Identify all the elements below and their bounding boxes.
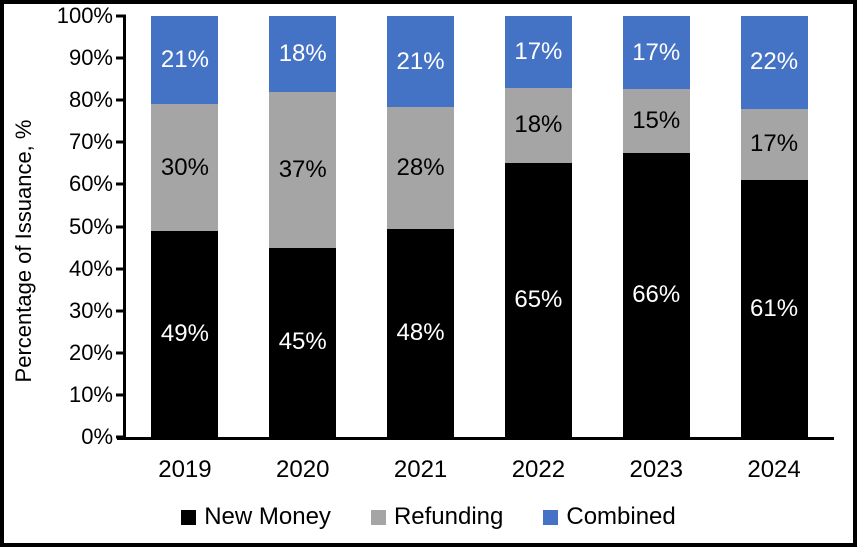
y-tick-mark-60 xyxy=(116,182,126,186)
y-tick-mark-40 xyxy=(116,267,126,271)
bar-column-2023: 66% 15% 17% xyxy=(597,16,715,437)
y-tick-mark-90 xyxy=(116,56,126,60)
y-tick-label-0: 0% xyxy=(81,424,113,449)
y-tick-label-60: 60% xyxy=(68,171,113,197)
x-axis-label-2021: 2021 xyxy=(393,456,448,483)
bar-segment-label: 45% xyxy=(278,328,327,356)
bar-segment-label: 37% xyxy=(278,155,327,183)
legend-swatch-icon xyxy=(543,509,559,525)
bar-column-2019: 49% 30% 21% xyxy=(126,16,244,437)
bar-segment-label: 18% xyxy=(514,111,563,139)
bar-segment-label: 21% xyxy=(160,46,209,74)
bar-stack-2020: 45% 37% 18% xyxy=(269,16,337,437)
y-tick-label-30: 30% xyxy=(68,297,113,323)
x-axis-label-2024: 2024 xyxy=(747,456,801,483)
bar-segment-new-money-2024: 61% xyxy=(740,180,808,437)
y-tick-label-10: 10% xyxy=(68,381,113,407)
y-tick-mark-70 xyxy=(116,140,126,144)
x-axis-line xyxy=(117,437,834,440)
bar-segment-new-money-2021: 48% xyxy=(387,228,455,437)
bar-segment-label: 65% xyxy=(514,286,563,314)
bar-segment-label: 22% xyxy=(750,48,799,76)
y-tick-mark-10 xyxy=(116,393,126,397)
legend-label: Refunding xyxy=(393,503,504,530)
bar-column-2021: 48% 28% 21% xyxy=(362,16,480,437)
x-axis-label-2020: 2020 xyxy=(276,456,330,483)
bar-segment-label: 49% xyxy=(160,319,209,347)
y-tick-mark-100 xyxy=(116,14,126,18)
legend-label: New Money xyxy=(204,503,331,530)
bar-stack-2022: 65% 18% 17% xyxy=(504,16,572,437)
bar-segment-label: 17% xyxy=(750,130,799,158)
bar-segment-label: 66% xyxy=(632,281,681,309)
x-axis-labels: 2019 2020 2021 2022 2023 2024 xyxy=(126,456,833,486)
bar-segment-new-money-2023: 66% xyxy=(622,153,690,437)
bar-segment-new-money-2019: 49% xyxy=(151,230,219,437)
x-axis-label-2023: 2023 xyxy=(629,456,683,483)
bar-segment-label: 15% xyxy=(632,107,681,135)
legend-swatch-icon xyxy=(181,509,197,525)
bar-segment-label: 48% xyxy=(396,318,445,346)
y-tick-label-100: 100% xyxy=(56,3,113,28)
plot-area: 49% 30% 21% 45% 37% 18% 48% 28% 21% 65% 18% 17% 66% 1… xyxy=(126,16,833,437)
y-tick-label-70: 70% xyxy=(68,129,113,155)
y-tick-label-40: 40% xyxy=(68,255,113,281)
bar-segment-label: 30% xyxy=(160,153,209,181)
bar-stack-2023: 66% 15% 17% xyxy=(622,16,690,437)
y-tick-mark-50 xyxy=(116,225,126,228)
bar-segment-refunding-2024: 17% xyxy=(740,108,808,181)
bar-segment-combined-2019: 21% xyxy=(151,16,219,105)
bar-segment-label: 28% xyxy=(396,153,445,181)
bar-stack-2021: 48% 28% 21% xyxy=(387,16,455,437)
bar-segment-label: 21% xyxy=(396,47,445,75)
y-tick-label-50: 50% xyxy=(68,213,113,239)
y-tick-mark-30 xyxy=(116,309,126,313)
bar-segment-refunding-2022: 18% xyxy=(504,87,572,164)
bar-segment-refunding-2023: 15% xyxy=(622,89,690,154)
bar-segment-label: 18% xyxy=(278,39,327,67)
y-tick-label-20: 20% xyxy=(68,339,113,365)
bar-segment-new-money-2020: 45% xyxy=(269,247,337,437)
legend-item-new-money: New Money xyxy=(181,503,331,531)
bar-segment-combined-2024: 22% xyxy=(740,16,808,109)
bar-segment-combined-2022: 17% xyxy=(504,16,572,88)
bar-stack-2024: 61% 17% 22% xyxy=(740,16,808,437)
legend-item-refunding: Refunding xyxy=(370,503,504,531)
legend-swatch-icon xyxy=(370,509,386,525)
chart-legend: New Money Refunding Combined xyxy=(4,501,853,533)
legend-item-combined: Combined xyxy=(543,503,676,531)
bar-column-2022: 65% 18% 17% xyxy=(479,16,597,437)
bar-segment-label: 61% xyxy=(750,294,799,322)
bar-segment-refunding-2019: 30% xyxy=(151,104,219,231)
bar-stack-2019: 49% 30% 21% xyxy=(151,16,219,437)
bar-segment-refunding-2020: 37% xyxy=(269,91,337,248)
bar-segment-new-money-2022: 65% xyxy=(504,163,572,437)
x-axis-label-2022: 2022 xyxy=(511,456,566,483)
x-axis-label-2019: 2019 xyxy=(158,456,212,483)
y-tick-label-90: 90% xyxy=(68,45,113,71)
bar-column-2024: 61% 17% 22% xyxy=(715,16,833,437)
bar-segment-label: 17% xyxy=(632,38,681,66)
y-tick-mark-20 xyxy=(116,351,126,355)
bar-segment-combined-2020: 18% xyxy=(269,16,337,92)
bar-segment-refunding-2021: 28% xyxy=(387,107,455,229)
bar-segment-combined-2021: 21% xyxy=(387,16,455,108)
y-axis-line xyxy=(123,16,126,440)
legend-label: Combined xyxy=(566,503,676,530)
bar-column-2020: 45% 37% 18% xyxy=(244,16,362,437)
bar-segment-combined-2023: 17% xyxy=(622,16,690,90)
bar-segment-label: 17% xyxy=(514,37,563,65)
y-tick-label-80: 80% xyxy=(68,87,113,113)
y-tick-mark-80 xyxy=(116,98,126,102)
